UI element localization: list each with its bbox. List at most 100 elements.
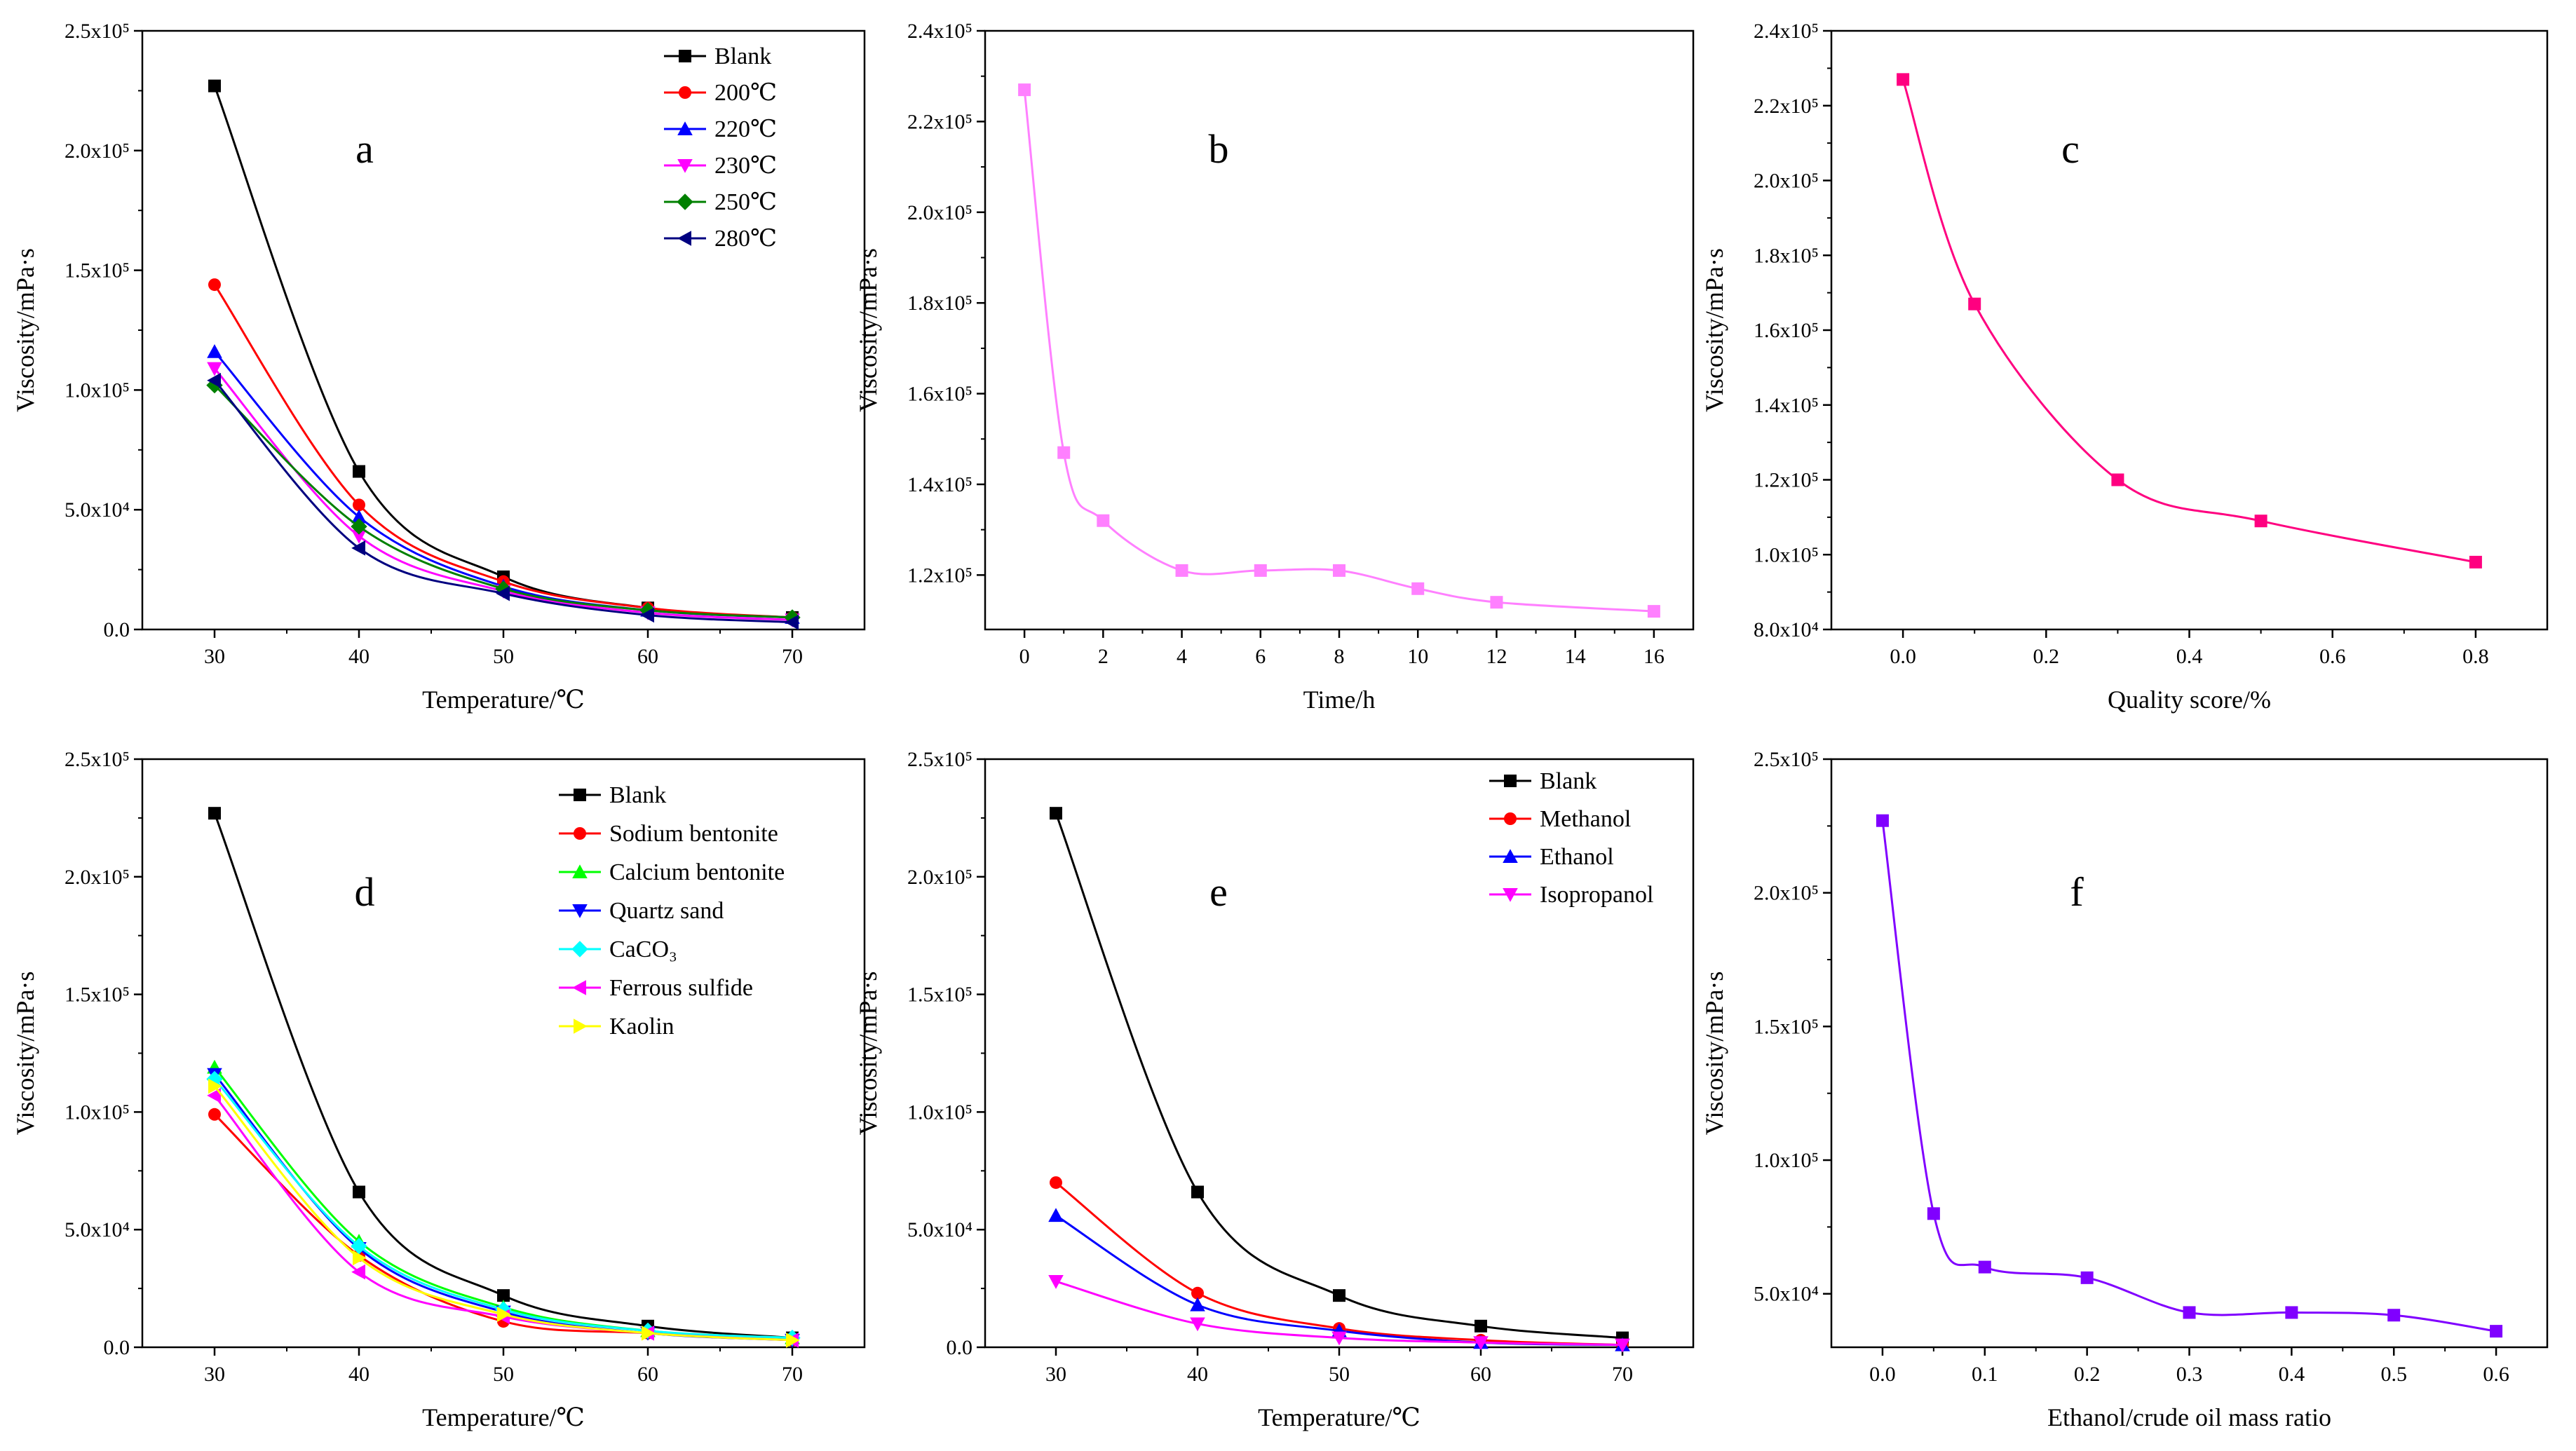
y-tick-label: 5.0x10⁴ (65, 498, 130, 522)
x-tick-label: 40 (1187, 1363, 1208, 1386)
legend-item: 230℃ (664, 153, 777, 179)
y-tick-label: 2.2x10⁵ (1754, 95, 1819, 118)
legend-item: Blank (559, 782, 666, 808)
x-tick-label: 6 (1255, 645, 1266, 668)
x-tick-label: 60 (1470, 1363, 1491, 1386)
x-tick-label: 40 (348, 645, 370, 668)
y-tick-label: 5.0x10⁴ (65, 1218, 130, 1241)
legend-item: Blank (1489, 768, 1597, 794)
legend-label: 280℃ (714, 226, 777, 252)
y-tick-label: 2.4x10⁵ (1754, 20, 1819, 43)
data-point (495, 1301, 512, 1319)
legend-marker (572, 904, 588, 918)
y-tick-label: 2.0x10⁵ (65, 139, 130, 163)
y-axis-title: Viscosity/mPa·s (1700, 972, 1728, 1136)
data-point (1647, 605, 1660, 618)
legend-item: 250℃ (664, 189, 777, 215)
legend-item: Ferrous sulfide (559, 975, 753, 1001)
x-tick-label: 0.6 (2483, 1363, 2509, 1386)
data-point (1048, 1275, 1064, 1289)
legend-label: Isopropanol (1540, 882, 1653, 908)
data-point (1615, 1338, 1630, 1353)
y-tick-label: 0.0 (104, 618, 130, 641)
legend: Blank Sodium bentonite Calcium bentonite Qu… (559, 782, 785, 1040)
x-axis-title: Temperature/℃ (422, 1403, 585, 1431)
y-tick-label: 8.0x10⁴ (1754, 618, 1819, 641)
series-line (213, 1078, 793, 1340)
x-axis-title: Temperature/℃ (1258, 1403, 1421, 1431)
x-tick-label: 0.2 (2033, 645, 2060, 668)
data-point (1190, 1317, 1205, 1332)
data-point (496, 585, 510, 601)
y-tick-label: 5.0x10⁴ (907, 1218, 972, 1241)
x-tick-label: 2 (1098, 645, 1109, 668)
series-280℃ (207, 372, 799, 630)
x-tick-label: 70 (782, 645, 803, 668)
data-point (207, 362, 222, 376)
y-tick-label: 2.0x10⁵ (907, 201, 972, 224)
data-point (1048, 1208, 1064, 1222)
series-Viscosity (1897, 73, 2482, 568)
data-point (1254, 564, 1267, 577)
data-point (1190, 1297, 1205, 1312)
legend-label: Methanol (1540, 806, 1631, 832)
series-line (1055, 812, 1623, 1340)
legend-label: 230℃ (714, 153, 777, 179)
legend-item: CaCO₃ (559, 936, 677, 962)
legend-item: Sodium bentonite (559, 821, 778, 847)
y-tick-label: 1.0x10⁵ (65, 379, 130, 402)
data-point (351, 518, 367, 535)
legend-label: 220℃ (714, 116, 777, 142)
y-tick-label: 2.5x10⁵ (65, 20, 130, 43)
chart-panel-a: 30 40 50 60 70 0.0 5.0x10⁴ 1.0x10⁵ 1.5x10⁵ 2.0x10… (11, 20, 866, 714)
chart-panel-d: 30 40 50 60 70 0.0 5.0x10⁴ 1.0x10⁵ 1.5x10⁵ 2.0x10… (11, 748, 866, 1431)
legend-item: Ethanol (1489, 844, 1614, 870)
legend-item: Blank (664, 43, 771, 69)
legend-label: Ethanol (1540, 844, 1614, 870)
legend-label: 250℃ (714, 189, 777, 215)
x-tick-label: 70 (782, 1363, 803, 1386)
series-line (213, 284, 793, 619)
series-Kaolin (208, 1078, 800, 1348)
x-tick-label: 50 (493, 1363, 514, 1386)
y-tick-label: 1.0x10⁵ (1754, 543, 1819, 566)
legend-label: Blank (1540, 768, 1597, 794)
legend-marker (574, 1019, 588, 1034)
y-tick-label: 1.5x10⁵ (65, 259, 130, 282)
x-tick-label: 0.3 (2176, 1363, 2203, 1386)
y-tick-label: 1.4x10⁵ (1754, 394, 1819, 417)
x-tick-label: 0.5 (2380, 1363, 2407, 1386)
data-point (2387, 1309, 2401, 1322)
x-tick-label: 60 (637, 1363, 658, 1386)
data-point (1876, 814, 1889, 827)
x-axis-title: Ethanol/crude oil mass ratio (2047, 1403, 2331, 1431)
data-point (1978, 1260, 1991, 1274)
x-axis-title: Time/h (1303, 686, 1376, 714)
data-point (642, 1326, 656, 1341)
data-point (1331, 1331, 1347, 1346)
data-point (1050, 1176, 1062, 1190)
y-tick-label: 1.0x10⁵ (1754, 1149, 1819, 1172)
y-tick-label: 2.5x10⁵ (1754, 748, 1819, 771)
data-point (2254, 515, 2267, 528)
data-point (640, 607, 654, 623)
data-point (207, 372, 221, 388)
data-point (1097, 514, 1110, 527)
data-point (208, 1078, 222, 1094)
y-tick-label: 1.0x10⁵ (907, 1101, 972, 1124)
chart-panel-c: 0.0 0.2 0.4 0.6 0.8 8.0x10⁴ 1.0x10⁵ 1.2x10⁵ 1.4x… (1700, 20, 2549, 714)
legend-item: 280℃ (664, 226, 777, 252)
data-point (1968, 297, 1981, 311)
x-tick-label: 0.6 (2319, 645, 2346, 668)
x-tick-label: 12 (1486, 645, 1507, 668)
y-tick-label: 1.5x10⁵ (907, 983, 972, 1007)
y-tick-label: 2.0x10⁵ (1754, 882, 1819, 905)
series-line (1902, 79, 2476, 564)
legend-label: Blank (714, 43, 771, 69)
data-point (497, 1289, 510, 1302)
data-point (353, 1185, 365, 1199)
data-point (351, 509, 367, 524)
data-point (1333, 1289, 1345, 1302)
legend-marker (1503, 849, 1518, 863)
legend-item: Quartz sand (559, 898, 724, 924)
